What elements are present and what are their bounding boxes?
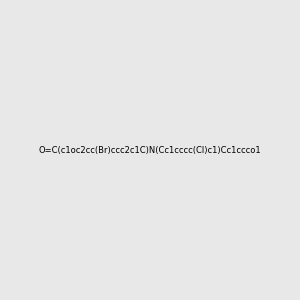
Text: O=C(c1oc2cc(Br)ccc2c1C)N(Cc1cccc(Cl)c1)Cc1ccco1: O=C(c1oc2cc(Br)ccc2c1C)N(Cc1cccc(Cl)c1)C…: [39, 146, 261, 154]
